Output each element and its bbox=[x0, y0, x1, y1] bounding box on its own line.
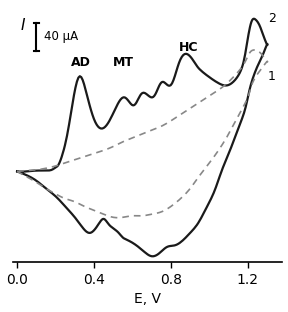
X-axis label: E, V: E, V bbox=[134, 292, 161, 306]
Text: AD: AD bbox=[71, 56, 91, 69]
Text: MT: MT bbox=[113, 56, 134, 69]
Text: 40 μA: 40 μA bbox=[44, 30, 78, 43]
Text: 1: 1 bbox=[268, 71, 276, 83]
Text: HC: HC bbox=[179, 41, 198, 54]
Text: I: I bbox=[21, 18, 26, 33]
Text: 2: 2 bbox=[268, 12, 276, 25]
